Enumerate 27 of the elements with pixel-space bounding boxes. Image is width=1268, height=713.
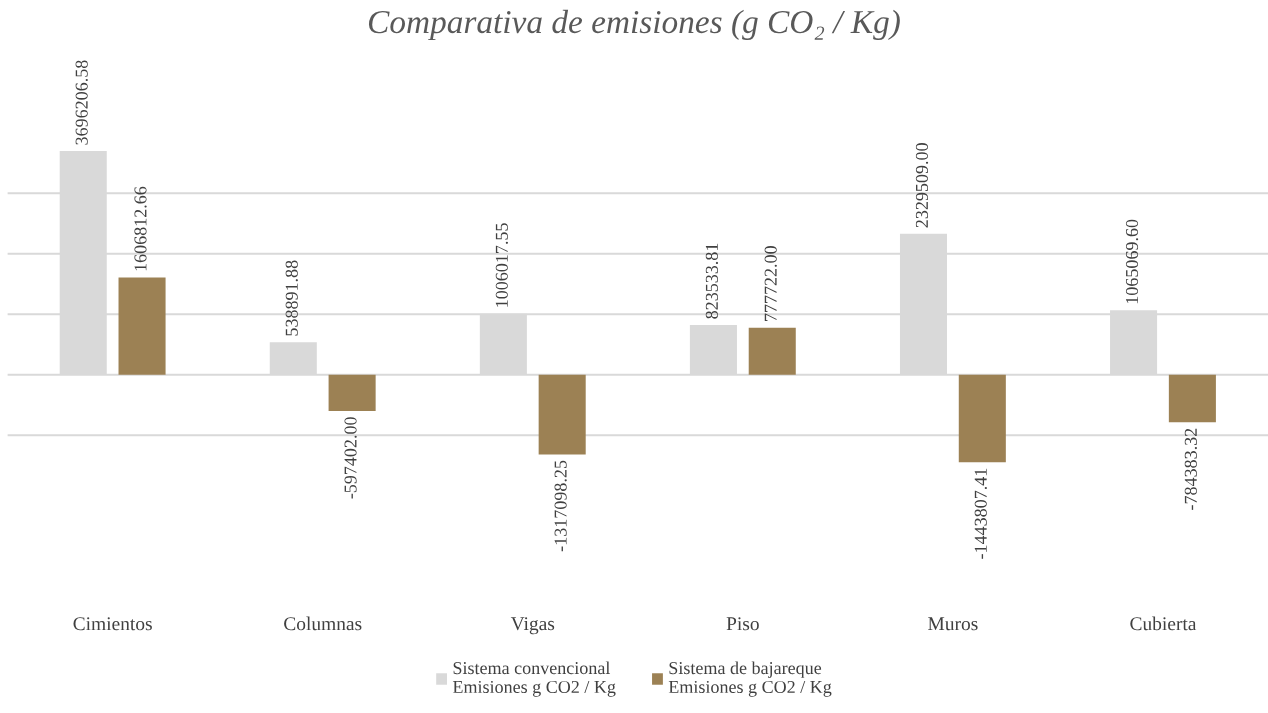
bar	[958, 374, 1006, 463]
data-label: 823533.81	[705, 243, 719, 319]
data-label: 1606812.66	[134, 186, 147, 271]
x-tick-label: Vigas	[510, 617, 555, 635]
data-label: 777722.00	[764, 246, 777, 321]
x-tick-label: Cimientos	[73, 617, 152, 631]
data-label: 538891.88	[285, 260, 298, 336]
data-label: 3696206.58	[75, 60, 88, 145]
x-tick-label: Columnas	[284, 616, 362, 631]
bar	[538, 374, 586, 455]
legend-label: Sistema convencional Emisiones g CO2 / Kg	[452, 661, 616, 697]
bar	[328, 374, 376, 411]
bar	[1168, 374, 1216, 423]
data-label: 2329509.00	[915, 143, 929, 228]
data-label: 1006017.55	[495, 223, 508, 307]
x-tick-label: Piso	[726, 617, 759, 631]
chart-title: Comparativa de emisiones (g CO₂ / Kg)	[368, 9, 900, 41]
data-label: -597402.00	[344, 417, 357, 499]
x-tick-label: Muros	[928, 617, 978, 631]
data-label: -784383.32	[1184, 428, 1197, 510]
data-label: -1317098.25	[554, 460, 567, 552]
data-label: -1443807.41	[974, 468, 987, 559]
bar	[118, 277, 166, 375]
x-tick-label: Cubierta	[1130, 616, 1197, 631]
bar	[748, 327, 796, 375]
data-label: 1065069.60	[1125, 219, 1139, 304]
legend-label: Sistema de bajareque Emisiones g CO2 / Kg	[668, 661, 832, 697]
